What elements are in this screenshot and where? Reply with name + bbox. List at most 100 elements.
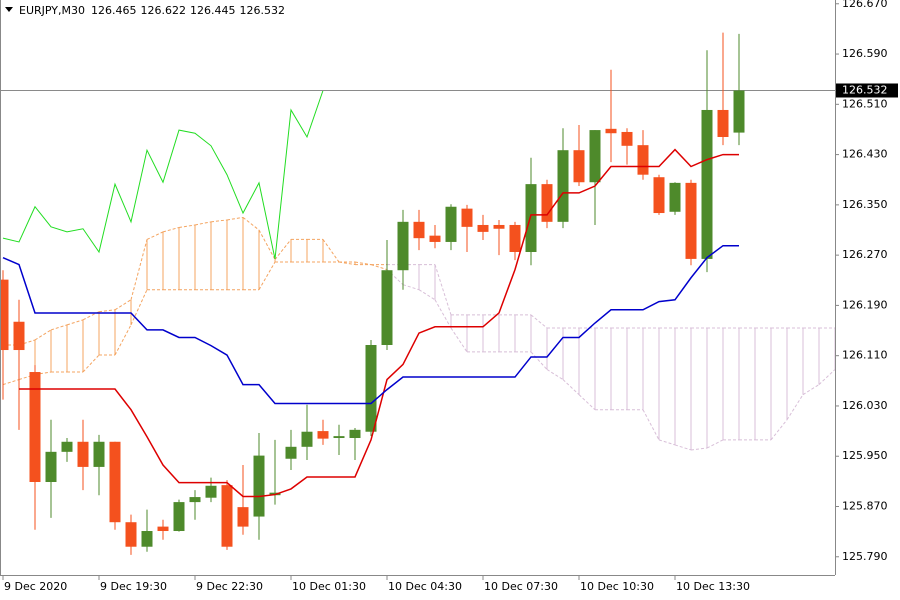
candle-body bbox=[0, 279, 9, 351]
span-a-line bbox=[546, 369, 564, 380]
candle-body bbox=[525, 184, 537, 252]
span-b-line bbox=[434, 264, 452, 315]
candle-body bbox=[157, 526, 169, 532]
x-tick-label: 9 Dec 2020 bbox=[4, 580, 67, 593]
candle-body bbox=[381, 270, 393, 345]
header-close: 126.532 bbox=[239, 4, 285, 17]
y-tick-label: 126.110 bbox=[842, 349, 888, 362]
candle-body bbox=[605, 128, 617, 134]
candle-body bbox=[573, 150, 585, 183]
span-a-line bbox=[114, 299, 132, 311]
candle-body bbox=[733, 90, 745, 133]
x-tick-label: 9 Dec 19:30 bbox=[100, 580, 167, 593]
span-a-line bbox=[642, 409, 660, 441]
span-a-line bbox=[50, 324, 68, 331]
candle-body bbox=[61, 441, 73, 452]
span-a-line bbox=[818, 369, 836, 385]
y-tick-label: 126.190 bbox=[842, 298, 888, 311]
candle-body bbox=[413, 221, 425, 239]
candle-body bbox=[653, 177, 665, 214]
header-low: 126.445 bbox=[190, 4, 236, 17]
y-tick-label: 126.590 bbox=[842, 47, 888, 60]
span-b-line bbox=[114, 324, 132, 356]
candle-body bbox=[13, 321, 25, 351]
chikou-line bbox=[2, 90, 324, 260]
candle-body bbox=[429, 235, 441, 242]
y-tick-label: 125.950 bbox=[842, 449, 888, 462]
span-a-line bbox=[354, 261, 372, 266]
span-a-line bbox=[530, 351, 548, 370]
y-tick-label: 126.430 bbox=[842, 148, 888, 161]
span-a-line bbox=[162, 227, 180, 233]
span-a-line bbox=[386, 269, 404, 286]
candle-body bbox=[365, 345, 377, 432]
span-a-line bbox=[658, 439, 676, 446]
candle-body bbox=[461, 208, 473, 227]
span-a-line bbox=[274, 239, 292, 260]
tenkan-line bbox=[19, 148, 739, 498]
span-b-line bbox=[338, 261, 356, 266]
span-b-line bbox=[130, 289, 148, 326]
span-a-line bbox=[690, 447, 708, 451]
span-a-line bbox=[178, 224, 196, 228]
candle-body bbox=[125, 522, 137, 547]
candle-body bbox=[445, 206, 457, 242]
x-tick-label: 9 Dec 22:30 bbox=[196, 580, 263, 593]
candle-body bbox=[717, 109, 729, 137]
span-b-line bbox=[530, 314, 548, 329]
y-tick-label: 126.270 bbox=[842, 248, 888, 261]
span-a-line bbox=[82, 311, 100, 321]
span-a-line bbox=[66, 319, 84, 326]
y-tick-label: 125.790 bbox=[842, 550, 888, 563]
x-tick-label: 10 Dec 01:30 bbox=[292, 580, 366, 593]
chart-header: EURJPY,M30 126.465 126.622 126.445 126.532 bbox=[19, 4, 285, 17]
y-tick-label: 126.670 bbox=[842, 0, 888, 10]
candle-body bbox=[205, 485, 217, 498]
span-a-line bbox=[674, 444, 692, 451]
span-b-line bbox=[258, 261, 276, 290]
candle-body bbox=[189, 497, 201, 503]
span-a-line bbox=[98, 309, 116, 313]
price-tag-label: 126.532 bbox=[842, 83, 888, 96]
candle-body bbox=[493, 224, 505, 229]
plot-area bbox=[0, 32, 836, 555]
candle-body bbox=[477, 224, 489, 232]
span-a-line bbox=[370, 264, 388, 271]
candle-body bbox=[637, 145, 649, 175]
symbol: EURJPY,M30 bbox=[19, 4, 85, 17]
span-a-line bbox=[578, 394, 596, 411]
candle-body bbox=[253, 455, 265, 517]
kijun-line bbox=[2, 244, 739, 405]
candle-body bbox=[669, 182, 681, 212]
span-a-line bbox=[258, 229, 276, 260]
candle-body bbox=[237, 507, 249, 527]
span-a-line bbox=[194, 221, 212, 226]
span-a-line bbox=[226, 216, 244, 221]
x-tick-label: 10 Dec 07:30 bbox=[484, 580, 558, 593]
candle-body bbox=[333, 436, 345, 439]
menu-arrow[interactable] bbox=[5, 7, 13, 12]
x-tick-label: 10 Dec 10:30 bbox=[580, 580, 654, 593]
candle-body bbox=[29, 372, 41, 482]
candle-body bbox=[557, 150, 569, 222]
y-tick-label: 125.870 bbox=[842, 500, 888, 513]
span-a-line bbox=[210, 219, 228, 223]
candle-body bbox=[685, 182, 697, 259]
x-tick-label: 10 Dec 04:30 bbox=[388, 580, 462, 593]
candle-body bbox=[285, 446, 297, 459]
candle-body bbox=[109, 441, 121, 523]
candle-body bbox=[621, 131, 633, 146]
span-a-line bbox=[770, 419, 788, 441]
candle-body bbox=[221, 485, 233, 547]
span-b-line bbox=[18, 374, 36, 381]
span-b-line bbox=[82, 354, 100, 373]
y-tick-label: 126.350 bbox=[842, 198, 888, 211]
span-a-line bbox=[34, 329, 52, 341]
candle-body bbox=[141, 531, 153, 547]
candle-body bbox=[317, 431, 329, 439]
candle-body bbox=[301, 431, 313, 447]
candle-body bbox=[701, 109, 713, 259]
y-tick-label: 126.510 bbox=[842, 97, 888, 110]
